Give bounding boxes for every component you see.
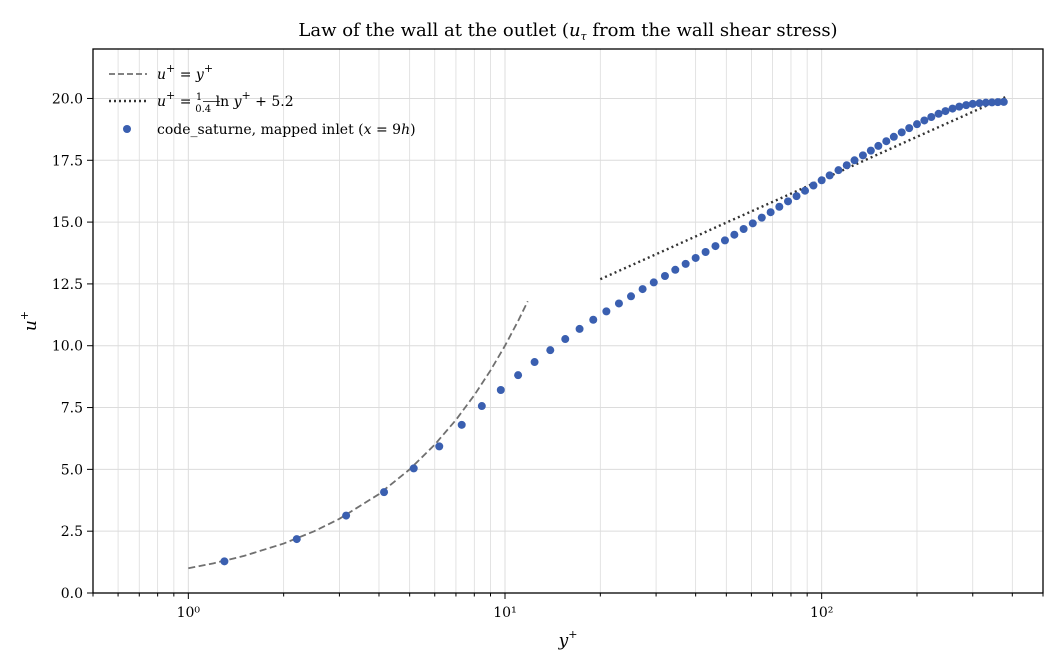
data-point xyxy=(589,315,598,324)
x-tick-label: 10¹ xyxy=(493,605,516,621)
data-point xyxy=(671,265,680,274)
data-point xyxy=(858,151,867,160)
data-point xyxy=(435,442,444,451)
legend: u+ = y+ u+ = 1 0.4 ln y+ + 5.2 code_satur… xyxy=(109,62,416,138)
data-point xyxy=(987,98,996,107)
data-point xyxy=(766,208,775,217)
data-point xyxy=(999,97,1008,106)
tick-layer: 0.0 2.5 5.0 7.5 10.0 12.5 15.0 17.5 20.0 10⁰ 10¹ 10… xyxy=(52,91,1044,621)
data-point xyxy=(962,101,971,110)
data-point xyxy=(889,132,898,141)
data-point xyxy=(897,128,906,137)
data-point xyxy=(905,124,914,133)
data-point xyxy=(825,171,834,180)
data-point xyxy=(975,99,984,108)
data-point xyxy=(292,535,301,544)
data-point xyxy=(927,113,936,121)
data-point xyxy=(792,192,801,201)
data-point xyxy=(546,346,555,355)
data-point xyxy=(757,213,766,222)
data-point xyxy=(660,272,669,280)
x-tick-label: 10⁰ xyxy=(177,605,201,621)
data-point xyxy=(477,402,486,411)
data-point xyxy=(968,99,977,108)
data-point xyxy=(866,146,875,155)
data-point xyxy=(530,358,539,367)
y-tick-label: 5.0 xyxy=(61,462,83,478)
legend-label-log: u+ = 1 0.4 ln y+ + 5.2 xyxy=(157,89,294,115)
data-point xyxy=(380,488,389,497)
data-point xyxy=(801,186,810,195)
data-point xyxy=(784,197,793,206)
data-point xyxy=(602,307,611,316)
legend-label-linear: u+ = y+ xyxy=(157,62,213,83)
data-point xyxy=(842,161,851,170)
y-tick-label: 17.5 xyxy=(52,153,83,169)
data-point xyxy=(748,219,757,228)
data-point xyxy=(775,202,784,211)
data-point xyxy=(457,420,466,429)
data-point xyxy=(874,141,883,150)
chart-title: Law of the wall at the outlet (uτ from t… xyxy=(298,20,837,43)
data-point xyxy=(739,225,748,234)
series-layer xyxy=(188,96,1008,570)
x-axis-label: y+ xyxy=(558,628,578,651)
data-point xyxy=(882,137,891,146)
y-tick-label: 20.0 xyxy=(52,91,83,107)
data-point xyxy=(496,385,505,394)
data-point xyxy=(850,156,859,165)
data-point xyxy=(638,285,647,294)
data-point xyxy=(409,464,418,473)
data-point xyxy=(711,242,720,251)
y-tick-label: 10.0 xyxy=(52,339,83,355)
x-tick-label: 10² xyxy=(810,605,833,621)
data-point xyxy=(941,107,950,116)
data-point xyxy=(817,176,826,185)
y-axis-label: u+ xyxy=(18,311,41,331)
data-point xyxy=(720,236,729,245)
data-point xyxy=(514,371,523,380)
y-tick-label: 12.5 xyxy=(52,277,83,293)
data-point xyxy=(912,120,921,129)
data-point xyxy=(575,324,584,333)
data-point xyxy=(981,98,990,107)
y-tick-label: 2.5 xyxy=(61,524,83,540)
linear-law-line xyxy=(188,300,529,570)
data-point xyxy=(649,278,658,287)
y-tick-label: 15.0 xyxy=(52,215,83,231)
data-point xyxy=(614,299,623,308)
data-point xyxy=(809,181,818,190)
data-point xyxy=(701,248,710,257)
legend-label-scatter: code_saturne, mapped inlet (x = 9h) xyxy=(157,122,416,138)
data-point xyxy=(993,98,1002,107)
legend-scatter-swatch xyxy=(123,125,131,133)
data-point xyxy=(681,259,690,268)
y-tick-label: 7.5 xyxy=(61,401,83,417)
data-point xyxy=(934,109,943,118)
data-point xyxy=(730,230,739,239)
data-point xyxy=(920,116,929,125)
data-point xyxy=(955,102,964,111)
data-point xyxy=(948,104,957,113)
y-tick-label: 0.0 xyxy=(61,586,83,602)
plot-frame xyxy=(92,48,1044,594)
data-point xyxy=(561,335,570,344)
data-point xyxy=(834,166,843,175)
data-point xyxy=(627,292,636,301)
data-point xyxy=(342,511,351,520)
data-point xyxy=(691,253,700,262)
data-point xyxy=(220,557,229,566)
